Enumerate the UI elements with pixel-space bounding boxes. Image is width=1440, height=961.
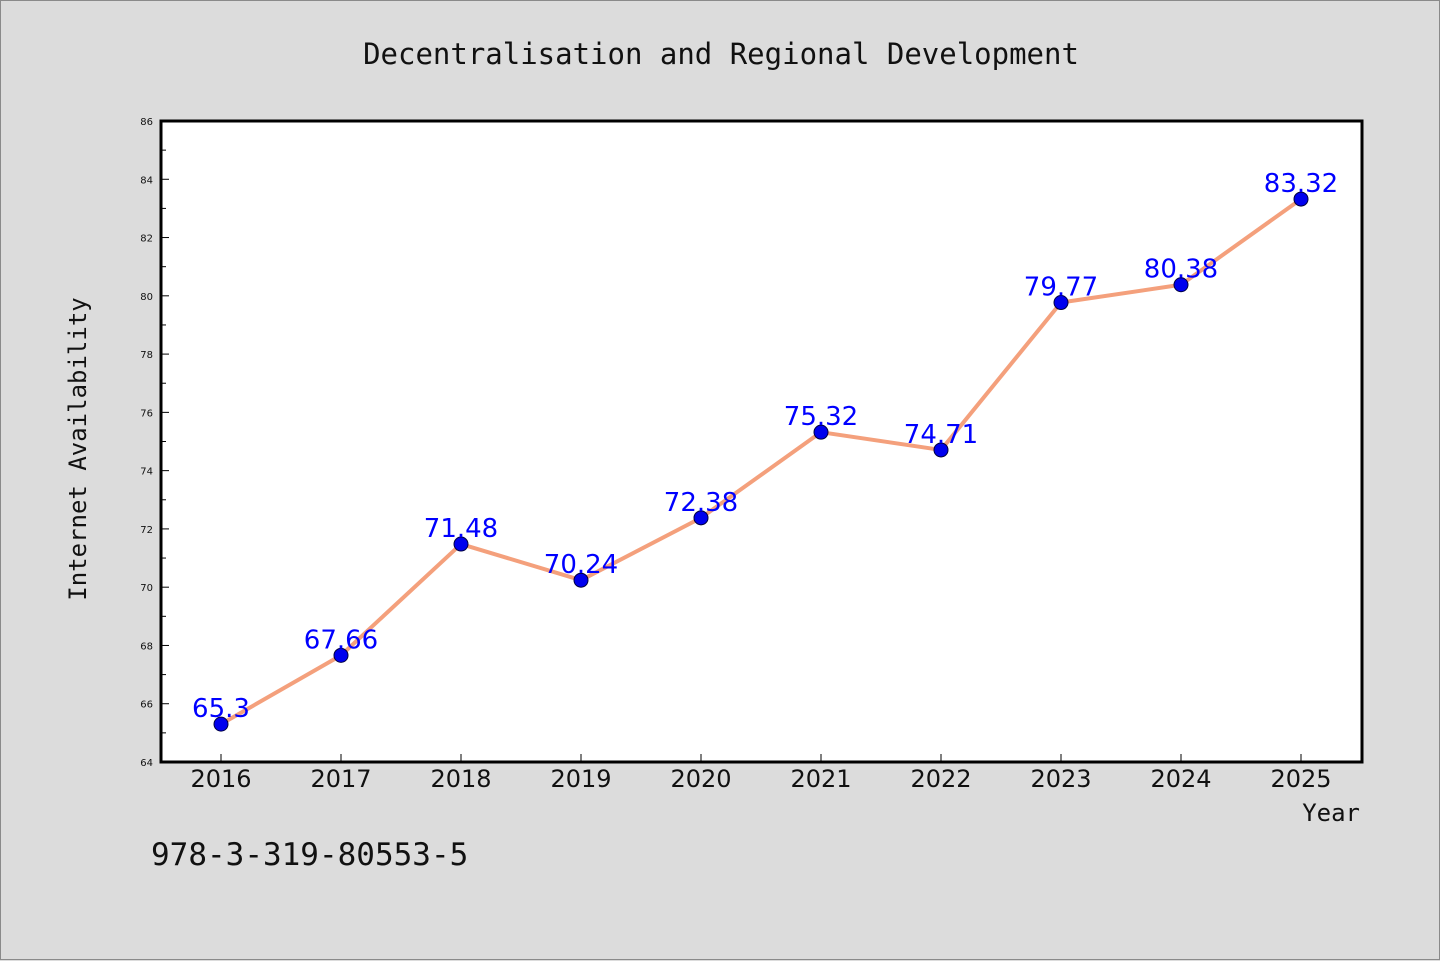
x-tick-label: 2019 [550, 765, 611, 793]
data-point [933, 442, 949, 458]
x-tick-label: 2016 [190, 765, 251, 793]
data-label: 74.71 [904, 420, 978, 450]
y-tick-label: 80 [140, 292, 153, 303]
data-label-group: 65.3 67.66 71.48 70.24 72.38 75.32 74.71 79.77 8… [192, 169, 1338, 724]
y-tick-label: 86 [140, 117, 153, 128]
chart-title: Decentralisation and Regional Developmen… [363, 37, 1079, 71]
data-label: 71.48 [424, 514, 498, 544]
series-line-group [220, 197, 1303, 726]
x-axis: 2016 2017 2018 2019 2020 2021 2022 2023 2024 2025 [190, 754, 1332, 793]
data-label: 75.32 [784, 402, 858, 432]
y-tick-label: 70 [140, 583, 153, 594]
y-tick-label: 64 [140, 758, 153, 769]
data-point [1173, 277, 1189, 293]
x-tick-label: 2017 [310, 765, 371, 793]
data-point [813, 424, 829, 440]
y-axis-label: Internet Availability [64, 297, 92, 600]
y-tick-label: 74 [140, 467, 153, 478]
x-tick-label: 2024 [1150, 765, 1211, 793]
data-point [453, 536, 469, 552]
x-tick-label: 2020 [670, 765, 731, 793]
data-point [693, 510, 709, 526]
data-label: 83.32 [1264, 169, 1338, 199]
x-tick-label: 2025 [1270, 765, 1331, 793]
data-point [1053, 295, 1069, 311]
data-point [333, 647, 349, 663]
marker-group [213, 191, 1309, 732]
data-label: 70.24 [544, 550, 618, 580]
data-point [1293, 191, 1309, 207]
y-tick-label: 84 [140, 175, 153, 186]
x-axis-label: Year [1302, 799, 1360, 827]
x-tick-label: 2021 [790, 765, 851, 793]
data-point [573, 572, 589, 588]
data-label: 65.3 [192, 694, 250, 724]
data-label: 79.77 [1024, 273, 1098, 303]
y-axis: 64 66 68 70 72 74 76 78 80 82 84 86 [140, 117, 169, 769]
y-tick-label: 72 [140, 525, 153, 536]
plot-area [159, 119, 1364, 764]
y-tick-label: 76 [140, 408, 153, 419]
y-tick-label: 82 [140, 234, 153, 245]
x-tick-label: 2018 [430, 765, 491, 793]
data-label: 72.38 [664, 488, 738, 518]
y-tick-label: 78 [140, 350, 153, 361]
x-tick-label: 2022 [910, 765, 971, 793]
y-tick-label: 68 [140, 641, 153, 652]
y-tick-label: 66 [140, 700, 153, 711]
series-line [220, 197, 1303, 726]
data-point [213, 716, 229, 732]
isbn-caption: 978-3-319-80553-5 [151, 837, 468, 873]
data-label: 80.38 [1144, 255, 1218, 285]
data-label: 67.66 [304, 625, 378, 655]
x-tick-label: 2023 [1030, 765, 1091, 793]
